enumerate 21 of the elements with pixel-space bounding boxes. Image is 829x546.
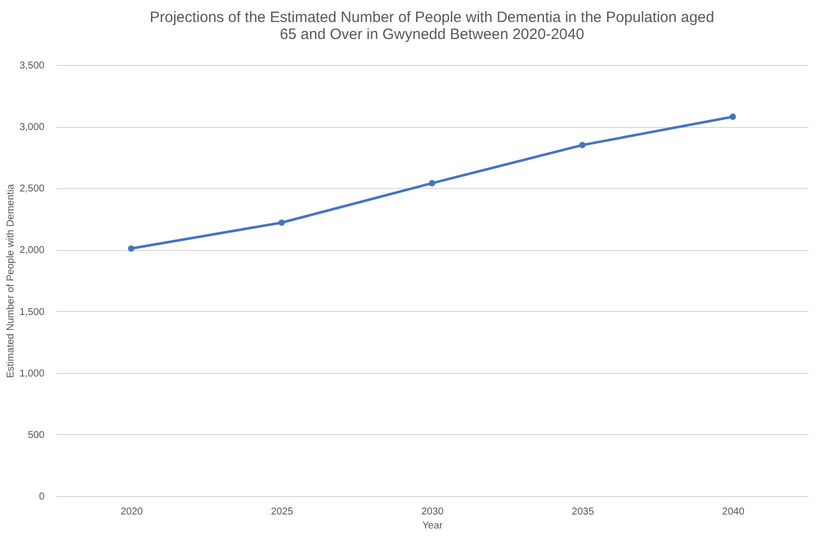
x-axis-title: Year [422, 520, 444, 532]
x-tick-label: 2040 [722, 506, 745, 518]
y-axis-title: Estimated Number of People with Dementia [5, 184, 16, 378]
y-tick-label: 2,500 [19, 184, 45, 195]
point [278, 219, 285, 226]
point [428, 180, 436, 186]
x-tick-label: 2030 [421, 506, 444, 518]
y-tick-label: 0 [38, 492, 45, 502]
y-tick-label: 500 [28, 430, 45, 441]
point [128, 245, 134, 252]
y-tick-label: 1,500 [19, 306, 45, 318]
chart-title: Projections of the Estimated Number of People with Dementia in the Population aged 65 and Over in Gwynedd Between 2020-2040 [150, 9, 714, 43]
point [730, 114, 736, 120]
y-tick-label: 3,000 [19, 122, 45, 134]
point [579, 142, 586, 148]
y-tick-label: 2,000 [19, 245, 45, 256]
x-tick-label: 2020 [120, 506, 144, 518]
y-tick-label: 1,000 [19, 368, 45, 380]
x-tick-label: 2025 [270, 506, 294, 518]
x-tick-label: 2035 [572, 506, 594, 518]
y-tick-label: 3,500 [19, 60, 45, 72]
